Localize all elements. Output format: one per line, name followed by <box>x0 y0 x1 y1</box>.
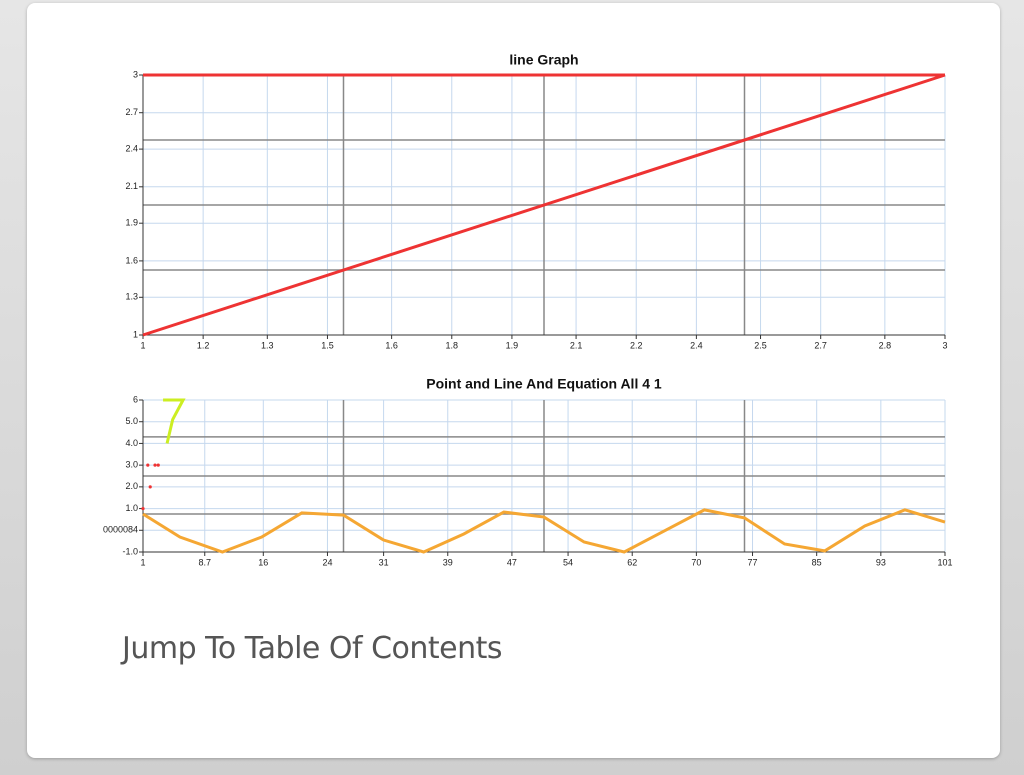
line <box>142 73 946 337</box>
y-tick-label: 1.9 <box>125 218 138 228</box>
y-tick-label: 1.3 <box>125 292 138 302</box>
x-tick-label: 85 <box>812 557 822 567</box>
x-tick-label: 101 <box>937 557 952 567</box>
x-tick-label: 16 <box>258 557 268 567</box>
x-tick-label: 24 <box>322 557 332 567</box>
y-tick-label: 0000084 <box>103 525 138 535</box>
x-tick-label: 1 <box>140 340 145 350</box>
point <box>156 463 160 467</box>
x-tick-label: 1.5 <box>321 340 334 350</box>
x-tick-label: 1.3 <box>261 340 274 350</box>
x-tick-label: 1.2 <box>197 340 210 350</box>
y-tick-label: 5.0 <box>125 416 138 426</box>
x-tick-label: 1.8 <box>446 340 459 350</box>
x-tick-label: 8.7 <box>198 557 211 567</box>
y-tick-label: 3 <box>133 69 138 79</box>
line <box>142 508 946 554</box>
x-tick-label: 1.6 <box>385 340 398 350</box>
x-tick-label: 47 <box>507 557 517 567</box>
x-tick-label: 77 <box>748 557 758 567</box>
x-tick-label: 31 <box>379 557 389 567</box>
x-tick-label: 2.1 <box>570 340 583 350</box>
x-tick-label: 2.5 <box>754 340 767 350</box>
x-tick-label: 3 <box>942 340 947 350</box>
x-tick-label: 70 <box>691 557 701 567</box>
point <box>153 463 157 467</box>
y-tick-label: 2.7 <box>125 107 138 117</box>
x-tick-label: 2.4 <box>690 340 703 350</box>
y-tick-label: -1.0 <box>122 546 138 556</box>
x-tick-label: 2.8 <box>879 340 892 350</box>
x-tick-label: 1.9 <box>506 340 519 350</box>
y-tick-label: 1 <box>133 329 138 339</box>
x-tick-label: 62 <box>627 557 637 567</box>
y-tick-label: 2.0 <box>125 481 138 491</box>
y-tick-label: 4.0 <box>125 438 138 448</box>
chart-title: Point and Line And Equation All 4 1 <box>426 376 662 392</box>
y-tick-label: 2.4 <box>125 143 138 153</box>
y-tick-label: 6 <box>133 394 138 404</box>
x-tick-label: 1 <box>140 557 145 567</box>
line <box>163 398 186 444</box>
point <box>141 506 145 511</box>
x-tick-label: 2.2 <box>630 340 643 350</box>
x-tick-label: 39 <box>443 557 453 567</box>
x-tick-label: 93 <box>876 557 886 567</box>
point <box>148 485 152 489</box>
y-tick-label: 1.6 <box>125 255 138 265</box>
y-tick-label: 2.1 <box>125 181 138 191</box>
chart-title: line Graph <box>509 52 578 68</box>
y-tick-label: 1.0 <box>125 503 138 513</box>
toc-link[interactable]: Jump To Table Of Contents <box>122 631 503 666</box>
content-card: Jump To Table Of Contents <box>27 3 1000 758</box>
point <box>146 463 150 467</box>
x-tick-label: 54 <box>563 557 573 567</box>
x-tick-label: 2.7 <box>814 340 827 350</box>
y-tick-label: 3.0 <box>125 460 138 470</box>
